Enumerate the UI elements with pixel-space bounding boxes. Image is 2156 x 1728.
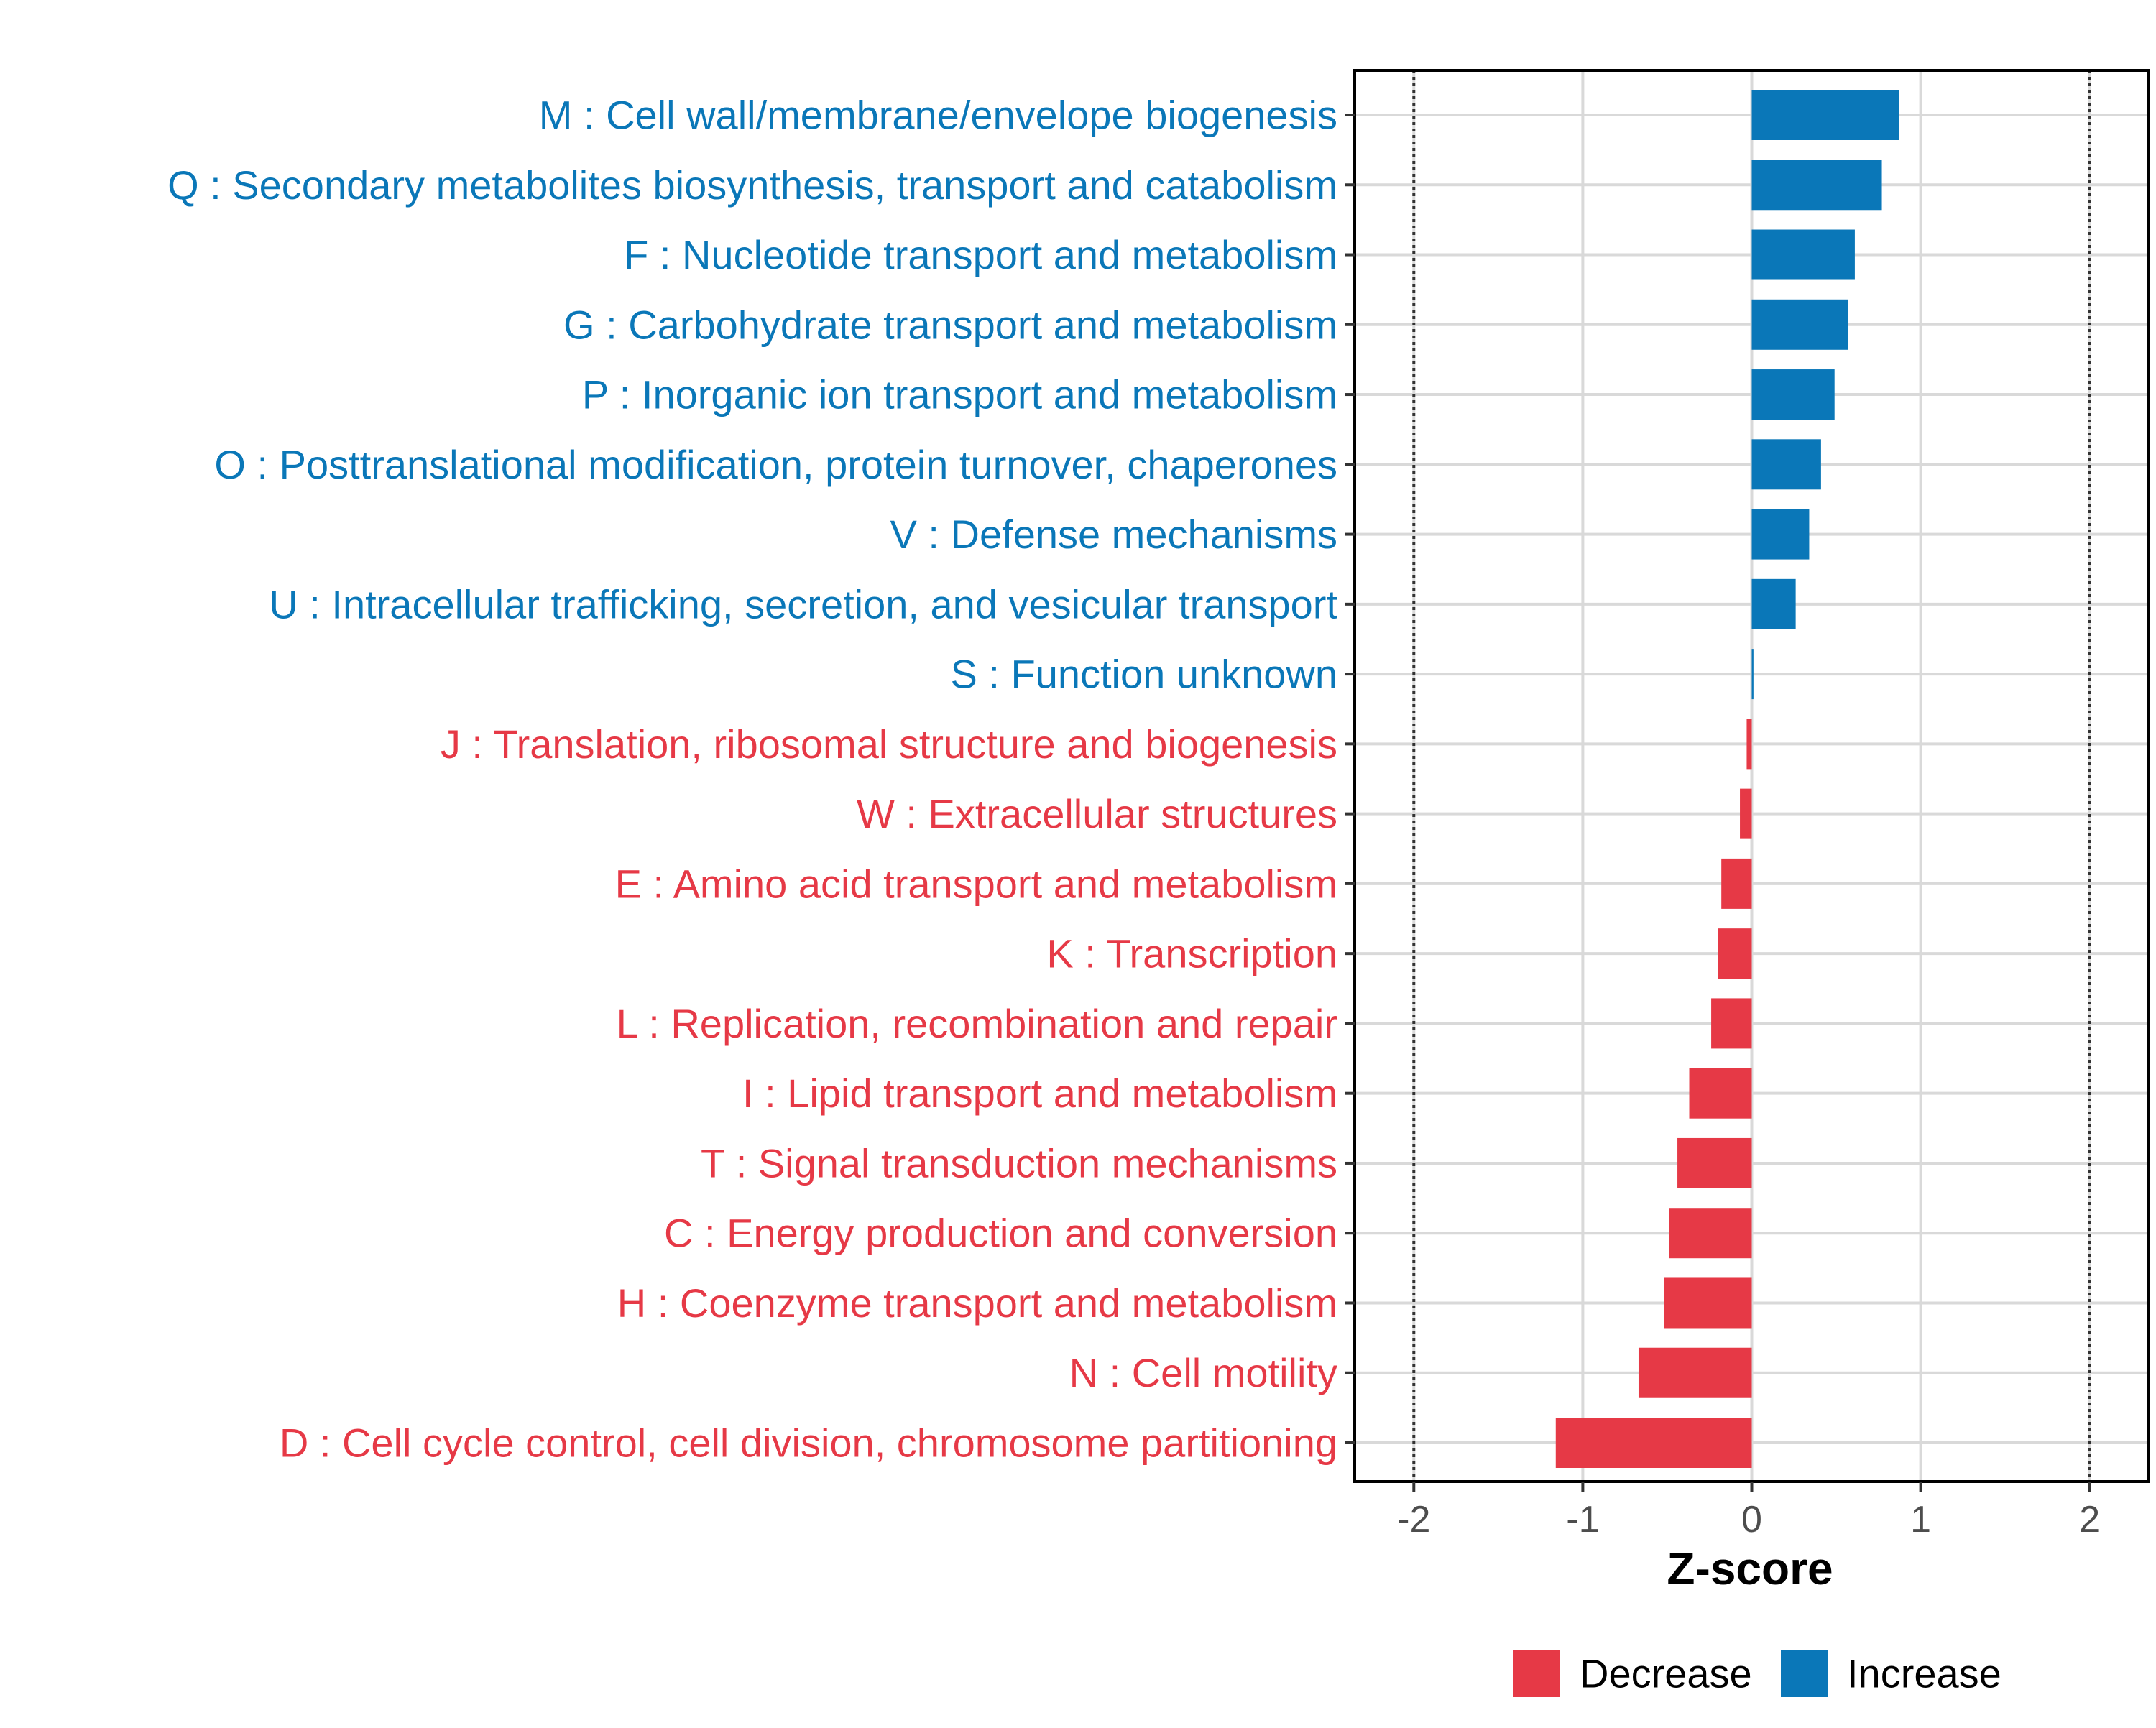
bar: [1638, 1347, 1752, 1398]
category-label: O : Posttranslational modification, prot…: [214, 442, 1337, 487]
grid-layer: [1355, 70, 2149, 1482]
bar: [1751, 509, 1810, 560]
category-label: U : Intracellular trafficking, secretion…: [269, 581, 1337, 627]
bar: [1711, 998, 1752, 1049]
bar: [1718, 928, 1752, 979]
legend-label: Decrease: [1580, 1651, 1752, 1696]
bar: [1746, 719, 1752, 770]
bar: [1751, 229, 1855, 280]
x-tick-label: 0: [1741, 1499, 1762, 1540]
bar: [1689, 1068, 1752, 1119]
category-labels: M : Cell wall/membrane/envelope biogenes…: [167, 93, 1355, 1466]
category-label: I : Lipid transport and metabolism: [742, 1071, 1337, 1116]
bar: [1555, 1418, 1752, 1468]
legend-swatch: [1781, 1650, 1828, 1697]
x-tick-label: -2: [1397, 1499, 1430, 1540]
category-label: C : Energy production and conversion: [664, 1211, 1337, 1256]
bar-layer: [1555, 90, 1899, 1468]
category-label: F : Nucleotide transport and metabolism: [624, 232, 1337, 277]
category-label: L : Replication, recombination and repai…: [617, 1001, 1337, 1046]
category-label: Q : Secondary metabolites biosynthesis, …: [167, 162, 1337, 208]
bar: [1751, 649, 1754, 700]
legend-swatch: [1513, 1650, 1560, 1697]
category-label: P : Inorganic ion transport and metaboli…: [582, 372, 1337, 417]
category-label: E : Amino acid transport and metabolism: [615, 861, 1337, 906]
category-label: T : Signal transduction mechanisms: [701, 1140, 1337, 1186]
bar: [1751, 369, 1835, 420]
bar: [1669, 1208, 1752, 1259]
legend-label: Increase: [1847, 1651, 2001, 1696]
category-label: D : Cell cycle control, cell division, c…: [280, 1420, 1337, 1466]
category-label: G : Carbohydrate transport and metabolis…: [563, 302, 1337, 347]
bar: [1677, 1137, 1752, 1188]
x-axis-ticks: -2 -1 0 1 2: [1397, 1482, 2100, 1540]
bar: [1751, 299, 1848, 350]
x-tick-label: 2: [2079, 1499, 2100, 1540]
bar: [1751, 90, 1899, 140]
bar: [1751, 578, 1796, 629]
x-tick-label: -1: [1566, 1499, 1599, 1540]
bar: [1664, 1277, 1752, 1329]
category-label: N : Cell motility: [1069, 1350, 1337, 1395]
category-label: H : Coenzyme transport and metabolism: [617, 1280, 1337, 1326]
x-tick-label: 1: [1910, 1499, 1931, 1540]
bar: [1751, 160, 1882, 211]
category-label: V : Defense mechanisms: [890, 512, 1337, 557]
bar: [1740, 788, 1752, 839]
category-label: S : Function unknown: [950, 652, 1337, 697]
category-label: W : Extracellular structures: [857, 791, 1337, 836]
bar: [1721, 858, 1752, 909]
x-axis-title: Z-score: [1667, 1543, 1833, 1594]
bar: [1751, 439, 1821, 490]
category-label: J : Translation, ribosomal structure and…: [441, 721, 1337, 767]
category-label: K : Transcription: [1046, 931, 1337, 976]
category-label: M : Cell wall/membrane/envelope biogenes…: [539, 93, 1337, 138]
legend: Decrease Increase: [1513, 1650, 2001, 1697]
